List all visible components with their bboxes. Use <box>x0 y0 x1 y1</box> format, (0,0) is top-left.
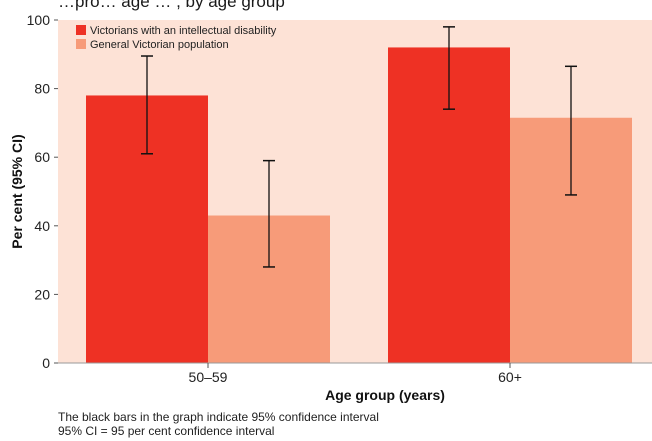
y-tick-label: 80 <box>34 81 50 97</box>
footnote-ci-definition: 95% CI = 95 per cent confidence interval <box>58 424 275 438</box>
y-tick-label: 60 <box>34 149 50 165</box>
chart-title-partial: …pro… age … , by age group <box>58 0 285 11</box>
legend-label: Victorians with an intellectual disabili… <box>90 25 277 37</box>
y-axis: 0 20 40 60 80 100 <box>27 12 58 371</box>
x-axis: 50–59 60+ <box>58 362 652 385</box>
footnote-ci-explanation: The black bars in the graph indicate 95%… <box>58 410 379 424</box>
y-tick-label: 40 <box>34 218 50 234</box>
legend-label: General Victorian population <box>90 39 229 51</box>
error-bars-layer <box>141 26 577 268</box>
x-tick-label: 50–59 <box>189 369 228 385</box>
y-tick-label: 100 <box>27 12 51 28</box>
x-tick-label: 60+ <box>498 369 522 385</box>
legend-swatch <box>76 39 86 49</box>
y-axis-label: Per cent (95% CI) <box>9 134 25 248</box>
x-axis-label: Age group (years) <box>325 387 445 403</box>
y-tick-label: 20 <box>34 286 50 302</box>
legend: Victorians with an intellectual disabili… <box>76 25 277 51</box>
y-tick-label: 0 <box>42 355 50 371</box>
legend-swatch <box>76 25 86 35</box>
